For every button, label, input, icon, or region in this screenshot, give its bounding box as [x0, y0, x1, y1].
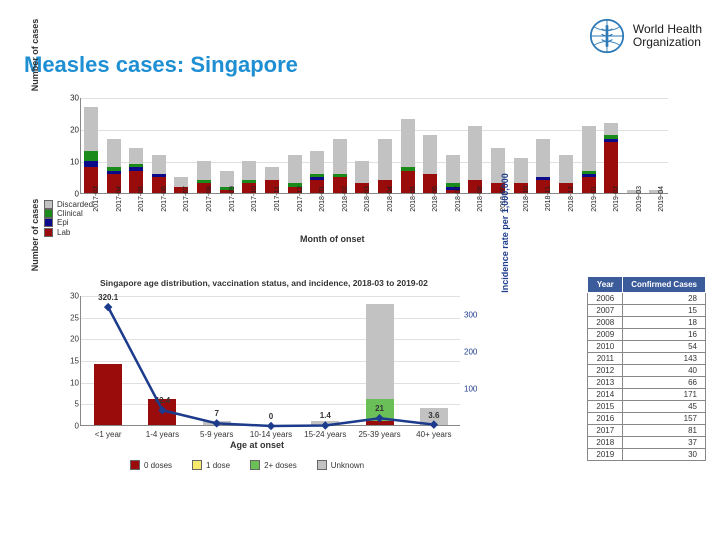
chart1-ylabel: Number of cases [30, 10, 40, 100]
table-row: 200916 [588, 329, 706, 341]
chart1-bar [536, 139, 550, 193]
table-row: 200715 [588, 305, 706, 317]
chart2-ylabel: Number of cases [30, 170, 40, 300]
table-row: 201240 [588, 365, 706, 377]
who-icon [589, 18, 625, 54]
table-header: Year [588, 277, 623, 293]
chart1-bar [107, 139, 121, 193]
table-row: 2016157 [588, 413, 706, 425]
chart2-y2label: Incidence rate per 1,000,000 [500, 168, 510, 298]
chart1-bar [378, 139, 392, 193]
table-row: 201930 [588, 449, 706, 461]
table-row: 201837 [588, 437, 706, 449]
table-row: 200628 [588, 293, 706, 305]
who-logo-block: World Health Organization [589, 18, 702, 54]
chart1-legend: DiscardedClinicalEpiLab [44, 200, 93, 237]
table-row: 201054 [588, 341, 706, 353]
page-title: Measles cases: Singapore [24, 52, 298, 78]
chart1-bar [84, 107, 98, 193]
chart1-bar [468, 126, 482, 193]
table-header: Confirmed Cases [623, 277, 706, 293]
table-row: 201366 [588, 377, 706, 389]
chart1-bar [604, 123, 618, 193]
chart1: 01020302017-032017-042017-052017-062017-… [80, 98, 668, 194]
chart1-bar [423, 135, 437, 193]
table-row: 2011143 [588, 353, 706, 365]
who-text-2: Organization [633, 36, 702, 49]
chart1-bar [333, 139, 347, 193]
chart2-xlabel: Age at onset [230, 440, 284, 450]
chart2-legend: 0 doses1 dose2+ dosesUnknown [130, 460, 364, 470]
chart1-xlabel: Month of onset [300, 234, 365, 244]
table-row: 2014171 [588, 389, 706, 401]
chart1-bar [401, 119, 415, 193]
chart2: 051015202530100200300<1 year320.11-4 yea… [80, 296, 460, 426]
chart1-bar [582, 126, 596, 193]
cases-table: YearConfirmed Cases200628200715200818200… [587, 276, 706, 461]
chart2-title: Singapore age distribution, vaccination … [100, 278, 428, 288]
table-row: 201781 [588, 425, 706, 437]
table-row: 200818 [588, 317, 706, 329]
table-row: 201545 [588, 401, 706, 413]
